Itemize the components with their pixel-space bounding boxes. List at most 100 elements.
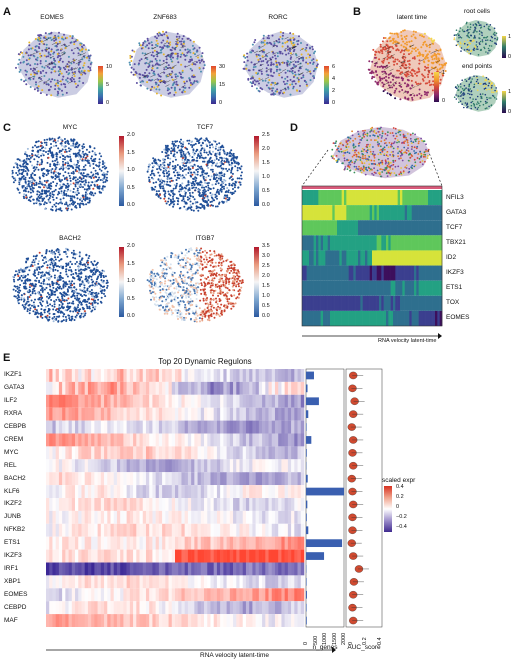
panel-b-main-tick-0: 1 [442, 70, 446, 76]
panel-c-tick-3-2: 2.5 [262, 263, 270, 269]
panel-a-tick-2-1: 4 [332, 76, 336, 82]
ngenes-bar-EOMES [306, 590, 307, 599]
panel-e-gene-MYC: MYC [4, 448, 19, 456]
panel-c-gene-title-2: BACH2 [59, 235, 81, 242]
panel-b-root-umap [453, 20, 499, 57]
panel-b-end-tick-1: 0 [508, 109, 512, 115]
panel-b-latent-colorbar [434, 72, 439, 102]
panel-d-axis-arrow [302, 333, 442, 339]
panel-label-b: B [353, 6, 361, 18]
auc-tick-1: 0.2 [362, 637, 369, 645]
panel-d-axis-label: RNA velocity latent-time [378, 338, 437, 344]
panel-c-gene-title-1: TCF7 [196, 124, 214, 131]
panel-e-gene-CEBPB: CEBPB [4, 423, 27, 431]
panel-e-ngenes-bars [305, 368, 345, 628]
panel-d-gene-EOMES: EOMES [446, 314, 470, 322]
ngenes-bar-NFKB2 [306, 526, 309, 535]
panel-e-gene-ETS1: ETS1 [4, 539, 21, 547]
panel-a-tick-1-1: 15 [219, 82, 226, 88]
panel-c-tick-1-3: 1.0 [262, 174, 270, 180]
panel-a-tick-1-0: 30 [219, 64, 226, 70]
legend-title: scaled expr [382, 477, 416, 484]
panel-e-gene-KLF6: KLF6 [4, 487, 20, 495]
panel-c-tick-3-0: 3.5 [262, 243, 270, 249]
legend-tick-0: 0.4 [396, 484, 404, 490]
panel-d-gene-IKZF3: IKZF3 [446, 269, 464, 277]
panel-b-root-tick-1: 0 [508, 54, 512, 60]
ngenes-bar-KLF6 [306, 487, 344, 496]
panel-e-gene-GATA3: GATA3 [4, 384, 25, 392]
auc-score-label: AUC_score [347, 644, 381, 651]
panel-c-tick-1-0: 2.5 [262, 132, 270, 138]
panel-a-tick-1-2: 0 [219, 100, 223, 106]
ngenes-tick-1: 500 [312, 635, 319, 645]
panel-b-end-tick-0: 1 [508, 89, 512, 95]
panel-a-gene-title-1: ZNF683 [153, 14, 177, 21]
panel-e-gene-JUNB: JUNB [4, 513, 21, 521]
panel-c-gene-title-0: MYC [62, 124, 78, 131]
panel-e-gene-BACH2: BACH2 [4, 474, 26, 482]
panel-c-tick-3-5: 1.0 [262, 293, 270, 299]
panel-e-gene-CREM: CREM [4, 435, 24, 443]
legend-tick-2: 0 [396, 504, 400, 510]
panel-d-gene-TCF7: TCF7 [446, 223, 463, 231]
panel-d-gene-TOX: TOX [446, 299, 460, 307]
ngenes-bar-CREM [306, 436, 312, 444]
panel-label-c: C [3, 122, 11, 134]
panel-b-root-tick-0: 1 [508, 34, 512, 40]
panel-c-tick-3-1: 3.0 [262, 253, 270, 259]
panel-c-tick-3-4: 1.5 [262, 283, 270, 289]
panel-a-tick-2-2: 2 [332, 88, 336, 94]
ngenes-bar-BACH2 [306, 474, 308, 483]
panel-e-gene-IKZF3: IKZF3 [4, 552, 22, 560]
ngenes-tick-4: 2000 [341, 632, 347, 645]
panel-d-gene-TBX21: TBX21 [446, 238, 466, 246]
panel-c-tick-3-6: 0.5 [262, 303, 270, 309]
panel-c-tick-3-3: 2.0 [262, 273, 270, 279]
panel-a-tick-0-1: 5 [106, 82, 110, 88]
panel-d-gene-GATA3: GATA3 [446, 208, 467, 216]
ngenes-bar-CEBPD [306, 603, 307, 612]
auc-tick-2: 0.4 [376, 637, 383, 645]
panel-a-tick-0-0: 10 [106, 64, 113, 70]
panel-c-umap-3 [146, 247, 244, 323]
ngenes-tick-0: 0 [303, 641, 309, 645]
panel-c-colorbar-1 [254, 136, 259, 206]
panel-c-colorbar-0 [119, 136, 124, 206]
panel-c-tick-1-1: 2.0 [262, 146, 270, 152]
ngenes-bar-GATA3 [306, 384, 308, 393]
panel-a-colorbar-2 [324, 66, 329, 104]
auc-tick-0: 0 [348, 641, 354, 645]
panel-a-tick-2-3: 0 [332, 100, 336, 106]
panel-b-end-umap [453, 75, 499, 112]
panel-a-tick-0-2: 0 [106, 100, 110, 106]
panel-e-auc-violins [345, 368, 383, 628]
panel-c-gene-title-3: ITGB7 [195, 235, 215, 242]
panel-c-tick-0-2: 1.0 [127, 167, 135, 173]
panel-c-umap-2 [12, 247, 109, 323]
panel-c-umap-0 [11, 136, 109, 212]
panel-label-d: D [290, 122, 298, 134]
panel-c-tick-2-1: 1.5 [127, 260, 135, 267]
ngenes-bar-MYC [306, 448, 307, 457]
end-points-title: end points [462, 63, 492, 70]
panel-c-tick-3-7: 0.0 [262, 313, 270, 319]
panel-c-tick-1-4: 0.5 [262, 188, 270, 194]
panel-b-main-tick-1: 0 [442, 98, 446, 104]
panel-c-tick-2-2: 1.0 [127, 278, 135, 284]
ngenes-bar-RXRA [306, 410, 309, 419]
panel-e-gene-ILF2: ILF2 [4, 397, 18, 405]
panel-c-colorbar-3 [254, 247, 259, 317]
panel-e-legend-colorbar [384, 486, 392, 532]
ngenes-bar-CEBPB [306, 423, 307, 431]
panel-a-umap-1 [128, 30, 206, 98]
panel-d-gene-NFIL3: NFIL3 [446, 193, 464, 201]
panel-a-gene-title-0: EOMES [40, 14, 64, 21]
legend-tick-1: 0.2 [396, 494, 404, 500]
panel-b-latent-umap [367, 29, 448, 102]
panel-a-tick-2-0: 6 [332, 64, 336, 70]
root-cells-title: root cells [463, 8, 490, 15]
panel-label-e: E [3, 352, 11, 364]
panel-c-tick-0-4: 0.0 [127, 202, 135, 208]
panel-d-heatmap-grid [301, 185, 443, 327]
